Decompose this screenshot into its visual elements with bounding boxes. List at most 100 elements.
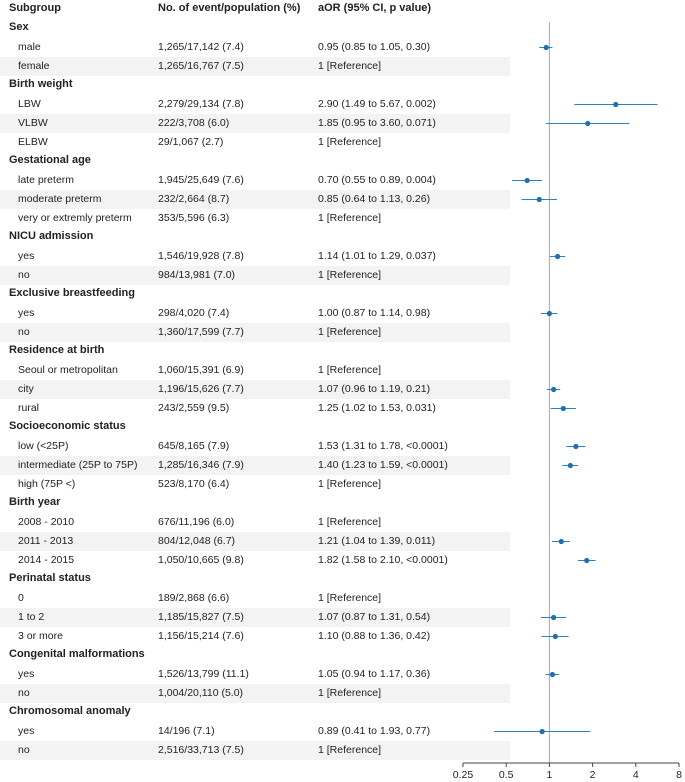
aor-value: 1 [Reference] [318, 60, 382, 72]
aor-value: 1.21 (1.04 to 1.39, 0.011) [318, 535, 436, 547]
subgroup-label: city [18, 383, 34, 395]
aor-value: 1.40 (1.23 to 1.59, <0.0001) [318, 459, 448, 471]
aor-value: 1 [Reference] [318, 516, 382, 528]
aor-value: 1 [Reference] [318, 136, 382, 148]
subgroup-label: 2014 - 2015 [18, 554, 75, 566]
subgroup-label: VLBW [18, 117, 48, 129]
subgroup-label: low (<25P) [18, 440, 69, 452]
subgroup-label: no [18, 687, 30, 699]
row-shade [0, 684, 510, 703]
aor-value: 1 [Reference] [318, 744, 382, 756]
table-row: intermediate (25P to 75P) 1,285/16,346 (7… [0, 456, 685, 475]
events-value: 1,265/17,142 (7.4) [158, 41, 244, 53]
events-value: 1,196/15,626 (7.7) [158, 383, 244, 395]
events-value: 243/2,559 (9.5) [158, 402, 230, 414]
events-value: 1,156/15,214 (7.6) [158, 630, 244, 642]
aor-value: 1 [Reference] [318, 364, 382, 376]
subgroup-label: no [18, 744, 30, 756]
aor-value: 0.95 (0.85 to 1.05, 0.30) [318, 41, 431, 53]
events-value: 2,279/29,134 (7.8) [158, 98, 244, 110]
events-value: 523/8,170 (6.4) [158, 478, 230, 490]
forest-table: Sex male 1,265/17,142 (7.4) 0.95 (0.85 to 1… [0, 19, 685, 760]
subgroup-label: 2008 - 2010 [18, 516, 75, 528]
row-shade [0, 741, 510, 760]
aor-value: 1.14 (1.01 to 1.29, 0.037) [318, 250, 436, 262]
events-value: 189/2,868 (6.6) [158, 592, 230, 604]
group-label: Perinatal status [9, 572, 91, 584]
aor-value: 0.70 (0.55 to 0.89, 0.004) [318, 174, 436, 186]
table-row: rural 243/2,559 (9.5) 1.25 (1.02 to 1.53, … [0, 399, 685, 418]
subgroup-label: late preterm [18, 174, 75, 186]
group-label: NICU admission [9, 230, 94, 242]
aor-value: 1.07 (0.87 to 1.31, 0.54) [318, 611, 431, 623]
x-tick-label: 4 [633, 769, 639, 781]
aor-value: 1 [Reference] [318, 592, 382, 604]
row-shade [0, 57, 510, 76]
header-aor: aOR (95% CI, p value) [318, 2, 432, 14]
aor-value: 1 [Reference] [318, 269, 382, 281]
table-row: 1 to 2 1,185/15,827 (7.5) 1.07 (0.87 to 1.… [0, 608, 685, 627]
aor-value: 0.85 (0.64 to 1.13, 0.26) [318, 193, 431, 205]
row-shade [0, 608, 510, 627]
events-value: 29/1,067 (2.7) [158, 136, 224, 148]
events-value: 1,060/15,391 (6.9) [158, 364, 244, 376]
aor-value: 1.85 (0.95 to 3.60, 0.071) [318, 117, 436, 129]
subgroup-label: rural [18, 402, 40, 414]
table-row: no 1,004/20,110 (5.0) 1 [Reference] [0, 684, 685, 703]
row-shade [0, 456, 510, 475]
row-shade [0, 190, 510, 209]
group-label: Chromosomal anomaly [9, 705, 131, 717]
aor-value: 0.89 (0.41 to 1.93, 0.77) [318, 725, 431, 737]
row-shade [0, 266, 510, 285]
events-value: 353/5,596 (6.3) [158, 212, 230, 224]
table-row: 0 189/2,868 (6.6) 1 [Reference] [0, 589, 685, 608]
table-row: yes 1,526/13,799 (11.1) 1.05 (0.94 to 1.17… [0, 665, 685, 684]
aor-value: 1.82 (1.58 to 2.10, <0.0001) [318, 554, 448, 566]
table-row: ELBW 29/1,067 (2.7) 1 [Reference] [0, 133, 685, 152]
x-tick-label: 0.25 [453, 769, 474, 781]
events-value: 1,360/17,599 (7.7) [158, 326, 244, 338]
x-tick-label: 2 [590, 769, 596, 781]
events-value: 1,285/16,346 (7.9) [158, 459, 244, 471]
group-header: Socioeconomic status [0, 418, 685, 437]
aor-value: 1.05 (0.94 to 1.17, 0.36) [318, 668, 431, 680]
subgroup-label: male [18, 41, 41, 53]
events-value: 1,546/19,928 (7.8) [158, 250, 244, 262]
table-row: Seoul or metropolitan 1,060/15,391 (6.9) 1… [0, 361, 685, 380]
group-label: Exclusive breastfeeding [9, 287, 135, 299]
header-subgroup: Subgroup [9, 2, 61, 14]
subgroup-label: 2011 - 2013 [18, 535, 74, 547]
aor-value: 1 [Reference] [318, 478, 382, 490]
row-shade [0, 532, 510, 551]
group-header: Chromosomal anomaly [0, 703, 685, 722]
table-row: female 1,265/16,767 (7.5) 1 [Reference] [0, 57, 685, 76]
group-label: Birth weight [9, 78, 73, 90]
events-value: 804/12,048 (6.7) [158, 535, 236, 547]
group-label: Residence at birth [9, 344, 105, 356]
events-value: 1,050/10,665 (9.8) [158, 554, 244, 566]
subgroup-label: 3 or more [18, 630, 63, 642]
subgroup-label: ELBW [18, 136, 48, 148]
table-row: no 1,360/17,599 (7.7) 1 [Reference] [0, 323, 685, 342]
table-row: male 1,265/17,142 (7.4) 0.95 (0.85 to 1.05… [0, 38, 685, 57]
group-header: Gestational age [0, 152, 685, 171]
events-value: 1,945/25,649 (7.6) [158, 174, 244, 186]
events-value: 14/196 (7.1) [158, 725, 215, 737]
row-shade [0, 380, 510, 399]
events-value: 1,526/13,799 (11.1) [158, 668, 249, 680]
group-header: NICU admission [0, 228, 685, 247]
table-row: high (75P <) 523/8,170 (6.4) 1 [Reference] [0, 475, 685, 494]
events-value: 1,185/15,827 (7.5) [158, 611, 244, 623]
table-row: LBW 2,279/29,134 (7.8) 2.90 (1.49 to 5.67,… [0, 95, 685, 114]
subgroup-label: 0 [18, 592, 24, 604]
table-header: Subgroup No. of event/population (%) aOR… [0, 0, 685, 19]
group-label: Birth year [9, 496, 61, 508]
aor-value: 1.53 (1.31 to 1.78, <0.0001) [318, 440, 448, 452]
group-header: Congenital malformations [0, 646, 685, 665]
table-row: no 984/13,981 (7.0) 1 [Reference] [0, 266, 685, 285]
table-row: 2014 - 2015 1,050/10,665 (9.8) 1.82 (1.58 … [0, 551, 685, 570]
aor-value: 1 [Reference] [318, 212, 382, 224]
subgroup-label: female [18, 60, 50, 72]
group-label: Socioeconomic status [9, 420, 126, 432]
table-row: yes 298/4,020 (7.4) 1.00 (0.87 to 1.14, 0.… [0, 304, 685, 323]
